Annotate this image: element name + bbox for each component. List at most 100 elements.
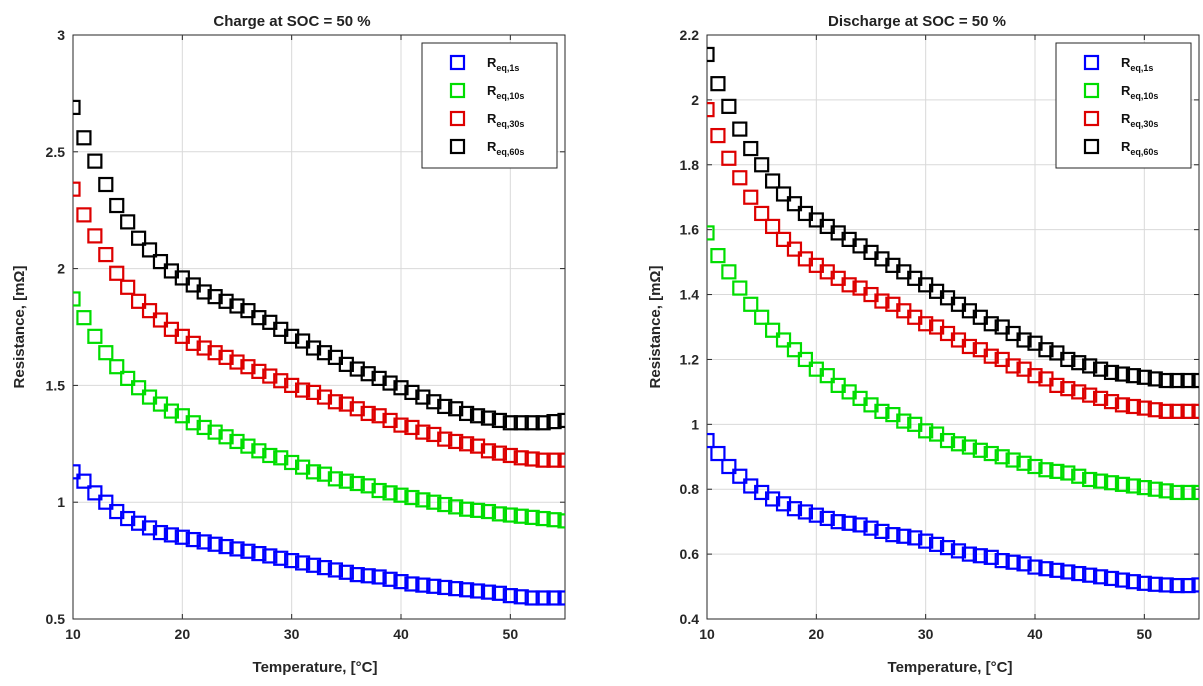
data-point	[939, 540, 956, 556]
x-tick-label: 20	[809, 626, 825, 642]
data-point	[852, 517, 868, 533]
data-point	[1092, 390, 1109, 406]
data-point	[983, 348, 999, 364]
data-point	[1191, 484, 1199, 501]
data-point	[710, 445, 726, 462]
data-point	[87, 485, 103, 501]
legend-swatch	[1083, 54, 1100, 71]
legend-swatch	[449, 54, 466, 71]
data-point	[830, 514, 846, 530]
data-point	[404, 419, 420, 436]
data-point	[721, 264, 737, 280]
data-point	[1158, 403, 1174, 419]
data-point	[1191, 403, 1199, 419]
data-point	[360, 366, 376, 382]
data-point	[1005, 358, 1021, 374]
data-point	[73, 464, 81, 480]
data-point	[754, 205, 770, 222]
data-point	[502, 415, 518, 431]
data-point	[76, 473, 92, 489]
data-point	[1125, 398, 1142, 415]
data-point	[961, 439, 978, 455]
data-point	[491, 506, 507, 522]
data-point	[131, 293, 147, 309]
data-point	[775, 186, 792, 202]
data-point	[163, 527, 179, 543]
data-point	[196, 340, 212, 356]
data-point	[1038, 342, 1054, 358]
data-point	[535, 590, 551, 606]
data-point	[994, 449, 1010, 465]
data-point	[415, 424, 431, 440]
data-point	[491, 445, 507, 461]
data-point	[338, 396, 354, 412]
data-point	[885, 527, 901, 543]
x-tick-label: 30	[918, 626, 934, 642]
x-tick-label: 30	[284, 626, 300, 642]
data-point	[415, 389, 431, 405]
y-tick-label: 0.4	[680, 611, 700, 627]
data-point	[459, 582, 475, 598]
data-point	[76, 130, 92, 146]
data-point	[535, 452, 551, 468]
data-point	[73, 181, 81, 197]
data-point	[513, 450, 529, 466]
data-point	[764, 173, 781, 189]
data-point	[1125, 478, 1142, 494]
data-point	[1060, 465, 1076, 481]
data-point	[775, 332, 792, 348]
data-point	[1071, 565, 1087, 582]
data-point	[918, 533, 934, 549]
data-point	[448, 433, 464, 450]
data-point	[972, 442, 988, 458]
data-point	[721, 458, 737, 475]
data-point	[229, 354, 245, 370]
discharge-plot: Discharge at SOC = 50 % 10 20 30 40 50 0.4 0.6…	[647, 13, 1200, 676]
data-point	[305, 340, 322, 356]
legend-box	[1055, 42, 1192, 169]
legend-entry: Req,1s	[1121, 55, 1153, 73]
data-point	[1082, 567, 1098, 583]
data-point	[480, 443, 497, 459]
data-point	[524, 590, 540, 606]
data-point	[218, 293, 234, 309]
data-point	[546, 512, 562, 528]
series-eq-10s	[73, 291, 565, 529]
data-point	[273, 450, 289, 466]
data-point	[131, 515, 147, 531]
data-point	[1103, 475, 1120, 491]
data-point	[513, 589, 529, 605]
data-point	[174, 529, 190, 545]
data-point	[273, 373, 289, 389]
data-point	[284, 552, 300, 569]
data-point	[546, 590, 562, 606]
data-point	[437, 579, 453, 596]
data-point	[120, 510, 136, 527]
legend-entry: Req,30s	[1121, 111, 1158, 129]
y-tick-label: 1.6	[680, 222, 700, 238]
data-point	[185, 335, 201, 351]
legend-entry: Req,60s	[487, 139, 524, 157]
discharge-plot-markers	[707, 46, 1199, 594]
data-point	[1147, 481, 1163, 497]
data-point	[163, 403, 179, 419]
data-point	[196, 419, 212, 436]
data-point	[961, 338, 978, 355]
data-point	[98, 176, 114, 193]
data-point	[207, 345, 223, 361]
data-point	[1092, 361, 1109, 377]
data-point	[415, 492, 431, 508]
data-point	[1136, 480, 1152, 496]
data-point	[786, 196, 803, 212]
y-tick-label: 0.8	[680, 481, 700, 497]
data-point	[535, 415, 551, 431]
data-point	[98, 494, 114, 510]
data-point	[961, 546, 978, 562]
data-point	[284, 454, 300, 471]
legend-swatch	[1083, 82, 1100, 99]
data-point	[819, 510, 835, 527]
data-point	[98, 345, 114, 361]
data-point	[1158, 372, 1174, 389]
data-point	[1005, 452, 1021, 468]
